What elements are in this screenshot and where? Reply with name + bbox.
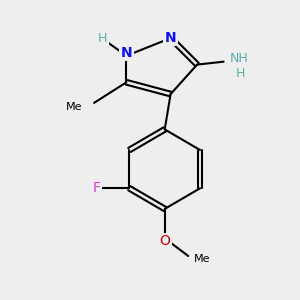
Text: H: H bbox=[98, 32, 108, 45]
Text: O: O bbox=[159, 234, 170, 248]
Text: H: H bbox=[236, 67, 245, 80]
Text: NH: NH bbox=[230, 52, 248, 65]
Text: Me: Me bbox=[194, 254, 211, 264]
Text: N: N bbox=[165, 31, 176, 45]
Text: Me: Me bbox=[66, 102, 82, 112]
Text: F: F bbox=[93, 181, 101, 195]
Text: N: N bbox=[121, 46, 132, 60]
